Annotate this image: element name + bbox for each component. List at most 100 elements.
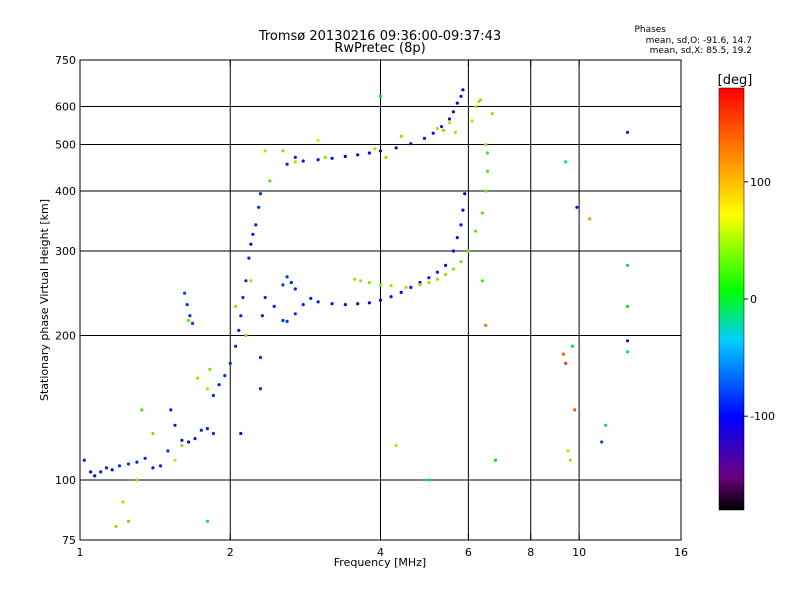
data-point-x	[378, 94, 383, 98]
data-point-o	[190, 321, 195, 325]
data-point-x	[173, 458, 177, 462]
stats-x-line: mean, sd,X: 85.5, 19.2	[650, 46, 752, 56]
data-point-o	[263, 295, 267, 300]
data-point-o	[427, 276, 431, 280]
data-point-o	[104, 466, 109, 470]
data-point-o	[257, 205, 261, 209]
data-point-x	[373, 147, 377, 151]
x-tick-label: 16	[674, 546, 688, 559]
data-point-o	[117, 464, 122, 468]
data-point-x	[151, 431, 155, 436]
data-point-x	[268, 179, 272, 183]
data-point-o	[409, 142, 413, 146]
data-point-o	[188, 314, 192, 318]
data-point-x	[453, 130, 457, 134]
data-point-o	[82, 458, 86, 462]
data-point-o	[285, 319, 289, 323]
data-point-x	[359, 279, 363, 283]
data-point-o	[330, 302, 334, 306]
data-point-o	[234, 344, 238, 348]
data-point-o	[293, 287, 297, 291]
data-point-x	[367, 280, 371, 285]
data-point-x	[441, 128, 446, 132]
data-point-x	[493, 458, 498, 462]
data-point-o	[343, 303, 347, 307]
data-point-o	[258, 355, 263, 360]
data-point-o	[418, 280, 422, 285]
data-point-o	[247, 256, 251, 260]
data-point-o	[439, 125, 444, 129]
data-point-o	[316, 158, 320, 162]
data-point-o	[223, 374, 227, 378]
data-point-x	[323, 155, 327, 159]
data-point-x	[484, 323, 488, 327]
data-point-o	[459, 94, 463, 98]
data-point-x	[135, 478, 139, 482]
data-point-x	[114, 524, 118, 529]
data-point-o	[258, 387, 263, 391]
data-point-x	[389, 284, 393, 288]
data-point-x	[444, 272, 448, 277]
data-point-o	[205, 427, 209, 431]
data-point-x	[187, 318, 191, 323]
data-point-x	[604, 423, 608, 427]
data-point-o	[330, 156, 334, 160]
data-point-x	[484, 189, 488, 193]
data-point-x	[399, 134, 403, 138]
data-point-o	[301, 159, 305, 163]
colorbar-tick-label: 0	[750, 293, 757, 306]
data-point-x	[459, 260, 463, 264]
data-point-x	[404, 285, 408, 289]
stats-header: Phases	[634, 25, 666, 35]
data-point-o	[293, 155, 297, 159]
y-tick-label: 200	[55, 330, 76, 343]
data-point-o	[211, 431, 215, 436]
data-point-x	[473, 229, 478, 233]
data-point-o	[272, 304, 276, 308]
data-point-x	[208, 367, 212, 371]
chart-title: Tromsø 20130216 09:36:00-09:37:43	[258, 29, 501, 44]
data-point-x	[249, 279, 253, 283]
data-point-o	[89, 470, 93, 474]
y-tick-label: 400	[55, 185, 76, 198]
data-point-x	[418, 283, 422, 287]
data-point-x	[570, 344, 575, 348]
data-point-x	[244, 333, 248, 338]
y-tick-label: 75	[62, 534, 76, 547]
x-tick-label: 4	[377, 546, 384, 559]
data-point-x	[564, 160, 568, 164]
data-point-o	[239, 314, 243, 318]
data-point-o	[435, 270, 439, 274]
data-point-x	[485, 169, 489, 173]
data-point-x	[485, 151, 489, 155]
data-point-o	[126, 462, 130, 466]
data-point-x	[384, 155, 388, 159]
data-point-x	[484, 142, 488, 147]
data-point-x	[239, 431, 243, 436]
colorbar-tick-label: -100	[750, 410, 775, 423]
data-point-x	[625, 130, 630, 134]
data-point-o	[367, 301, 371, 305]
data-point-x	[281, 149, 285, 153]
x-axis-ticks: 1 2 4 6 8 10 16	[77, 60, 688, 559]
y-tick-label: 500	[55, 139, 76, 152]
x-tick-label: 2	[227, 546, 234, 559]
y-axis-ticks: 75 100 200 300 400 500 600 750	[55, 54, 681, 547]
stats-o-line: mean, sd,O: -91.6, 14.7	[646, 36, 752, 46]
data-point-x	[353, 277, 357, 281]
data-point-o	[447, 117, 452, 121]
colorbar-label: [deg]	[718, 73, 753, 88]
colorbar	[718, 87, 745, 511]
x-tick-label: 8	[527, 546, 534, 559]
data-point-o	[169, 408, 173, 412]
data-point-o	[455, 101, 459, 105]
data-point-o	[251, 232, 255, 236]
data-point-x	[140, 408, 144, 412]
data-point-o	[254, 223, 258, 227]
y-tick-label: 100	[55, 474, 76, 487]
x-tick-label: 10	[572, 546, 586, 559]
data-point-o	[459, 223, 463, 227]
data-point-x	[561, 352, 566, 356]
data-point-o	[143, 456, 147, 460]
